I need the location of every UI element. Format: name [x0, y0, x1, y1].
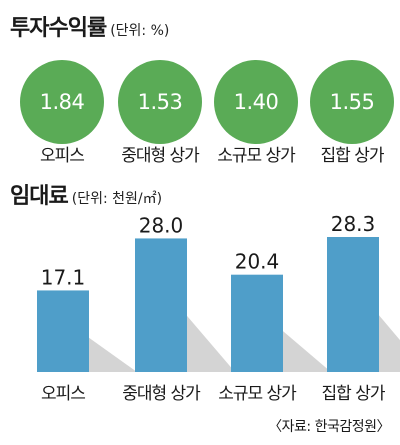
- bar-shadow-midlarge: [187, 315, 235, 372]
- yield-section-title: 투자수익률 (단위: %): [10, 10, 169, 42]
- yield-value-midlarge: 1.53: [137, 90, 183, 114]
- rent-section-title: 임대료 (단위: 천원/㎡): [10, 178, 162, 210]
- yield-label-office: 오피스: [40, 146, 85, 166]
- bar-collective: [327, 237, 379, 372]
- rent-title: 임대료: [10, 184, 69, 209]
- bar-value-small: 20.4: [235, 250, 280, 274]
- bar-category-collective: 집합 상가: [322, 384, 386, 404]
- bar-shadow-small: [283, 331, 331, 372]
- yield-label-collective: 집합 상가: [320, 146, 385, 166]
- bar-shadow-collective: [379, 315, 400, 372]
- source-note: 〈자료: 한국감정원〉: [268, 419, 390, 435]
- yield-value-collective: 1.55: [329, 90, 375, 114]
- yield-label-small: 소규모 상가: [217, 146, 296, 166]
- bar-value-office: 17.1: [41, 265, 86, 289]
- yield-title: 투자수익률: [10, 16, 107, 41]
- bar-midlarge: [135, 238, 187, 372]
- yield-value-small: 1.40: [233, 90, 279, 114]
- bar-category-small: 소규모 상가: [218, 384, 297, 404]
- bar-small: [231, 274, 283, 372]
- bar-value-midlarge: 28.0: [139, 213, 184, 237]
- bar-shadow-office: [89, 337, 137, 372]
- yield-label-midlarge: 중대형 상가: [121, 146, 200, 166]
- bar-office: [37, 290, 89, 372]
- yield-circle-collective: 1.55: [310, 60, 394, 144]
- yield-circle-office: 1.84: [20, 60, 104, 144]
- yield-value-office: 1.84: [39, 90, 85, 114]
- bar-category-office: 오피스: [41, 384, 85, 404]
- bar-category-midlarge: 중대형 상가: [122, 384, 201, 404]
- rent-unit: (단위: 천원/㎡): [71, 191, 163, 207]
- yield-circle-midlarge: 1.53: [118, 60, 202, 144]
- yield-circle-small: 1.40: [214, 60, 298, 144]
- bar-value-collective: 28.3: [331, 212, 376, 236]
- yield-unit: (단위: %): [110, 23, 170, 39]
